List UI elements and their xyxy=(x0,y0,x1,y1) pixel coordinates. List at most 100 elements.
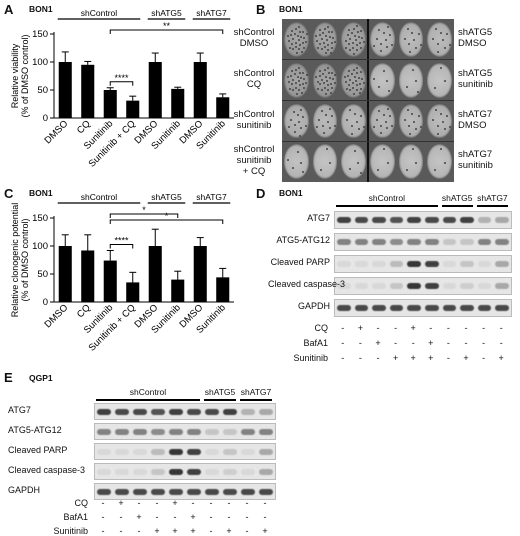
treatment-sign: + xyxy=(172,526,178,536)
dish-label-line: + CQ xyxy=(242,166,266,178)
bar xyxy=(126,282,140,302)
plate-row-divider xyxy=(282,100,454,101)
bar xyxy=(148,62,162,118)
blot-band xyxy=(425,239,439,245)
treatment-sign: - xyxy=(227,512,231,522)
group-label: shControl xyxy=(81,8,117,18)
blot-band xyxy=(223,468,237,475)
treatment-sign: - xyxy=(394,323,398,333)
x-tick-label: CQ xyxy=(75,118,93,136)
culture-dish xyxy=(341,144,366,179)
bar xyxy=(216,277,230,302)
dish-label-line: shControl xyxy=(233,67,275,79)
dish-label-line: DMSO xyxy=(458,119,487,131)
blot-band xyxy=(337,305,351,311)
treatment-sign: - xyxy=(358,353,362,363)
x-tick-label: CQ xyxy=(75,302,93,320)
culture-dish xyxy=(398,144,424,179)
blot-group-bar xyxy=(441,205,473,207)
blot-group-bar xyxy=(336,205,438,207)
dish-label-line: sunitinib xyxy=(458,160,493,172)
blot-band xyxy=(115,428,129,435)
blot-band xyxy=(115,448,129,455)
culture-dish xyxy=(427,22,452,57)
bar xyxy=(171,279,185,302)
treatment-sign: + xyxy=(118,498,124,508)
bar xyxy=(193,246,207,302)
blot-band xyxy=(407,261,421,267)
blot-band xyxy=(223,408,237,415)
blot-group-bar xyxy=(96,399,200,401)
blot-row-label: ATG5-ATG12 xyxy=(276,235,330,245)
treatment-sign: - xyxy=(101,526,105,536)
treatment-sign: - xyxy=(394,338,398,348)
treatment-sign: - xyxy=(101,498,105,508)
bar xyxy=(58,246,72,302)
blot-band xyxy=(241,428,255,435)
treatment-sign: - xyxy=(119,526,123,536)
blot-band xyxy=(115,408,129,415)
significance-bracket xyxy=(109,29,224,34)
dish-label: shControl CQ xyxy=(228,68,280,90)
dish-label: shControl DMSO xyxy=(228,27,280,49)
significance-bracket xyxy=(109,81,134,86)
dish-label: shControl sunitinib xyxy=(228,109,280,131)
treatment-label: BafA1 xyxy=(63,512,88,522)
treatment-sign: + xyxy=(190,526,196,536)
blot-band xyxy=(205,468,219,475)
bar xyxy=(81,250,95,302)
treatment-sign: + xyxy=(226,526,232,536)
blot-band xyxy=(187,448,201,455)
culture-dish xyxy=(370,22,395,57)
dish-label: shATG5 DMSO xyxy=(458,27,492,49)
blot-band xyxy=(389,283,404,289)
bar xyxy=(103,260,117,302)
blot-row-label: GAPDH xyxy=(8,484,41,495)
bar xyxy=(171,88,185,118)
treatment-sign: - xyxy=(341,323,345,333)
bar xyxy=(103,90,117,118)
treatment-sign: - xyxy=(209,526,213,536)
blot-band xyxy=(372,239,386,245)
significance-label: **** xyxy=(114,73,129,83)
blot-band xyxy=(151,428,165,435)
treatment-label: BafA1 xyxy=(303,338,328,348)
culture-dish xyxy=(427,62,452,98)
treatment-sign: - xyxy=(482,353,486,363)
treatment-sign: + xyxy=(375,338,381,348)
blot-band xyxy=(133,408,147,415)
dish-label-line: shATG5 xyxy=(458,27,493,38)
blot-band xyxy=(187,488,201,495)
y-tick-label: 100 xyxy=(32,57,48,68)
treatment-sign: - xyxy=(101,512,105,522)
culture-dish xyxy=(370,144,395,179)
blot-band xyxy=(460,261,474,267)
culture-dish xyxy=(370,62,395,98)
treatment-sign: - xyxy=(499,338,503,348)
blot-row-label: Cleaved PARP xyxy=(8,444,68,455)
blot-strip xyxy=(334,277,512,295)
blot-strip xyxy=(94,423,276,440)
treatment-label: CQ xyxy=(74,498,89,508)
treatment-sign: - xyxy=(499,323,503,333)
significance-label: **** xyxy=(114,235,129,245)
treatment-sign: - xyxy=(245,512,249,522)
blot-band xyxy=(97,408,111,415)
treatment-sign: - xyxy=(263,498,267,508)
dish-label-line: shATG7 xyxy=(458,108,493,120)
blot-band xyxy=(97,488,111,495)
group-label: shATG5 xyxy=(151,8,182,18)
blot-band xyxy=(372,261,386,267)
y-tick-label: 0 xyxy=(43,113,48,124)
culture-dish xyxy=(284,103,309,139)
blot-band xyxy=(495,283,509,289)
blot-band xyxy=(259,468,273,475)
bar xyxy=(126,100,140,118)
culture-dish xyxy=(312,144,338,179)
blot-band xyxy=(337,239,351,245)
blot-band xyxy=(133,468,147,475)
treatment-sign: + xyxy=(410,323,416,333)
blot-group-label: shATG7 xyxy=(477,193,508,203)
blot-band xyxy=(460,305,474,311)
blot-band xyxy=(115,488,129,495)
